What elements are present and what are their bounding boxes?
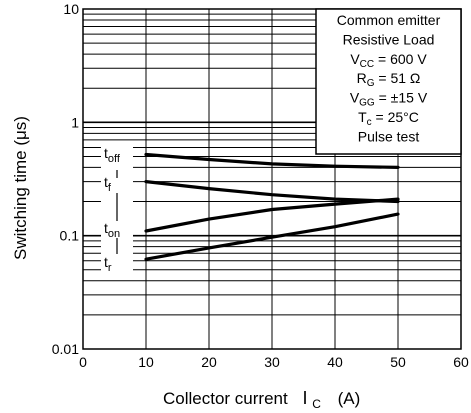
x-tick-label: 30 [264,354,280,370]
curve-label-t_off: toff [104,145,121,165]
condition-line: VGG = ±15 V [350,90,428,109]
x-axis-title-unit: (A) [338,389,361,408]
curve-label-t_r: tr [104,254,112,274]
y-tick-label: 0.1 [60,228,80,244]
y-tick-label: 0.01 [52,341,79,357]
y-tick-label: 10 [63,1,79,17]
x-tick-label: 0 [79,354,87,370]
curve-label-t_f: tf [104,174,112,194]
x-axis-title-main: Collector current [163,389,288,408]
condition-line: VCC = 600 V [350,51,427,70]
plot-frame [82,8,462,350]
x-axis-title: Collector current I C (A) [163,388,360,412]
series-line-t_off [144,152,400,169]
series-line-t_r [144,212,400,261]
x-axis-title-symbol: I [302,388,307,408]
conditions-box-frame [315,8,462,155]
y-axis-title: Switching time (μs) [11,116,30,260]
curve-label-t_on: ton [104,220,120,240]
tick-labels: 0 10 20 30 40 50 60 0.01 0.1 1 10 [52,1,469,370]
x-tick-label: 40 [327,354,343,370]
series-line-t_on [144,197,400,233]
condition-line: Pulse test [358,128,420,144]
conditions-box: Common emitter Resistive Load VCC = 600 VR… [315,8,462,155]
series-curves [144,152,400,261]
series-line-t_f [144,180,400,204]
curve-labels: toff tf ton tr [101,143,133,274]
x-tick-label: 60 [453,354,469,370]
x-tick-label: 50 [390,354,406,370]
condition-line: Resistive Load [343,31,435,47]
condition-line: Common emitter [337,12,441,28]
y-tick-label: 1 [71,114,79,130]
condition-line: Tc = 25°C [358,109,419,128]
condition-line: RG = 51 Ω [357,70,421,89]
x-axis-title-subscript: C [312,397,321,411]
x-tick-label: 20 [201,354,217,370]
x-tick-label: 10 [138,354,154,370]
